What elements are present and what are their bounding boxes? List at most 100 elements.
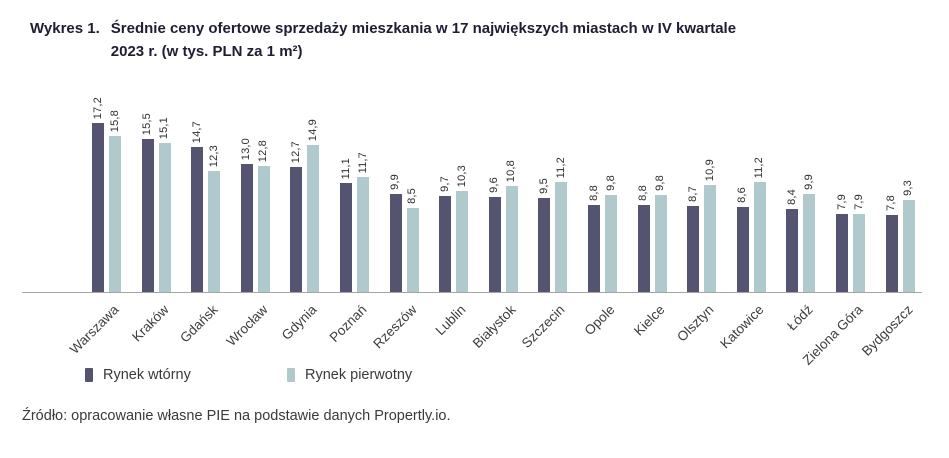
chart-title-text: Średnie ceny ofertowe sprzedaży mieszkan… <box>111 17 736 63</box>
bar-value-label: 9,5 <box>537 178 550 194</box>
city-label: Opole <box>581 302 618 339</box>
bar-rynek-pierwotny <box>208 171 221 292</box>
chart-title-line1: Średnie ceny ofertowe sprzedaży mieszkan… <box>110 20 737 37</box>
city-label: Białystok <box>469 302 519 351</box>
bar-value-label: 14,9 <box>306 118 319 141</box>
city-label: Kraków <box>128 302 172 345</box>
bar-value-label: 14,7 <box>190 120 203 143</box>
city-label: Zielona Góra <box>799 302 866 368</box>
bar-rynek-wtorny <box>637 205 650 292</box>
city-label: Gdańsk <box>177 302 221 346</box>
city-label: Bydgoszcz <box>858 302 916 359</box>
bar-value-label: 10,9 <box>703 158 716 181</box>
bar-rynek-pierwotny <box>654 195 667 292</box>
city-label: Szczecin <box>519 302 568 351</box>
bar-rynek-pierwotny <box>109 136 121 292</box>
bar-value-label: 7,9 <box>835 194 848 210</box>
bar-value-label: 9,6 <box>488 177 501 193</box>
bar-rynek-pierwotny <box>357 177 369 292</box>
bar-rynek-pierwotny <box>158 143 171 292</box>
bar-rynek-wtorny <box>191 147 204 292</box>
legend-swatch <box>85 368 93 382</box>
chart-title: Wykres 1. Średnie ceny ofertowe sprzedaż… <box>30 17 736 63</box>
x-axis-line <box>22 292 922 293</box>
bar-value-label: 17,2 <box>91 96 104 119</box>
bar-rynek-wtorny <box>736 207 749 292</box>
bar-rynek-pierwotny <box>307 145 320 292</box>
city-label: Wrocław <box>223 302 271 350</box>
city-label: Warszawa <box>66 302 122 357</box>
bar-value-label: 8,8 <box>587 185 600 201</box>
chart-title-prefix: Wykres 1. <box>30 20 100 37</box>
bar-value-label: 9,9 <box>802 174 815 190</box>
bar-value-label: 15,1 <box>158 116 171 139</box>
bar-value-label: 13,0 <box>240 137 253 160</box>
city-label: Łódź <box>784 302 816 334</box>
bar-rynek-wtorny <box>588 205 600 292</box>
bar-value-label: 10,8 <box>505 159 518 182</box>
bar-rynek-pierwotny <box>605 195 617 292</box>
bar-value-label: 9,8 <box>604 175 617 191</box>
chart-title-line2: 2023 r. (w tys. PLN za 1 m²) <box>110 43 303 60</box>
bar-value-label: 8,7 <box>686 186 699 202</box>
bar-rynek-wtorny <box>786 209 799 292</box>
bar-rynek-pierwotny <box>505 186 518 292</box>
bar-rynek-pierwotny <box>803 194 816 292</box>
bar-rynek-pierwotny <box>753 182 766 292</box>
bar-rynek-wtorny <box>836 214 848 292</box>
bar-rynek-pierwotny <box>555 182 568 292</box>
bar-value-label: 7,8 <box>885 195 898 211</box>
bar-rynek-wtorny <box>439 196 452 292</box>
city-label: Kielce <box>630 302 668 339</box>
bar-rynek-wtorny <box>488 197 501 292</box>
bar-rynek-wtorny <box>92 123 104 292</box>
bar-value-label: 9,8 <box>654 175 667 191</box>
bar-value-label: 8,8 <box>637 185 650 201</box>
source-note: Źródło: opracowanie własne PIE na podsta… <box>22 408 451 424</box>
bar-rynek-wtorny <box>141 139 154 292</box>
bar-value-label: 9,3 <box>902 180 915 196</box>
bar-value-label: 9,9 <box>389 174 402 190</box>
bar-rynek-pierwotny <box>257 166 270 292</box>
city-label: Lublin <box>432 302 469 339</box>
legend-swatch <box>287 368 295 382</box>
bar-value-label: 11,2 <box>554 156 567 178</box>
legend-item-rynek-wtorny: Rynek wtórny <box>85 367 191 383</box>
bar-value-label: 15,8 <box>108 109 121 132</box>
bar-value-label: 12,3 <box>207 144 220 167</box>
bar-value-label: 9,7 <box>438 176 451 192</box>
bar-rynek-wtorny <box>340 183 352 292</box>
bar-rynek-pierwotny <box>406 208 419 292</box>
bar-rynek-wtorny <box>240 164 253 292</box>
bar-value-label: 8,4 <box>785 189 798 205</box>
bar-rynek-pierwotny <box>902 200 915 292</box>
bar-value-label: 8,6 <box>736 187 749 203</box>
bar-rynek-wtorny <box>885 215 898 292</box>
bar-rynek-pierwotny <box>456 191 469 292</box>
city-label: Rzeszów <box>369 302 420 352</box>
bar-rynek-wtorny <box>687 206 700 292</box>
bar-value-label: 12,8 <box>257 139 270 162</box>
city-label: Gdynia <box>279 302 320 343</box>
bar-value-label: 12,7 <box>289 140 302 163</box>
legend-label: Rynek wtórny <box>103 367 191 383</box>
bar-rynek-wtorny <box>538 198 551 292</box>
city-label: Olsztyn <box>674 302 717 345</box>
city-label: Poznań <box>326 302 370 345</box>
bar-rynek-wtorny <box>389 194 402 292</box>
bar-value-label: 11,1 <box>339 157 352 179</box>
bar-rynek-pierwotny <box>853 214 865 292</box>
bar-value-label: 11,7 <box>356 151 369 173</box>
bar-value-label: 15,5 <box>141 112 154 135</box>
bar-value-label: 7,9 <box>852 194 865 210</box>
city-label: Katowice <box>717 302 767 352</box>
bar-rynek-pierwotny <box>704 185 717 292</box>
bar-rynek-wtorny <box>290 167 303 292</box>
legend-item-rynek-pierwotny: Rynek pierwotny <box>287 367 412 383</box>
bar-value-label: 8,5 <box>406 188 419 204</box>
bar-value-label: 10,3 <box>455 164 468 187</box>
bar-value-label: 11,2 <box>753 156 766 178</box>
legend-label: Rynek pierwotny <box>305 367 413 383</box>
